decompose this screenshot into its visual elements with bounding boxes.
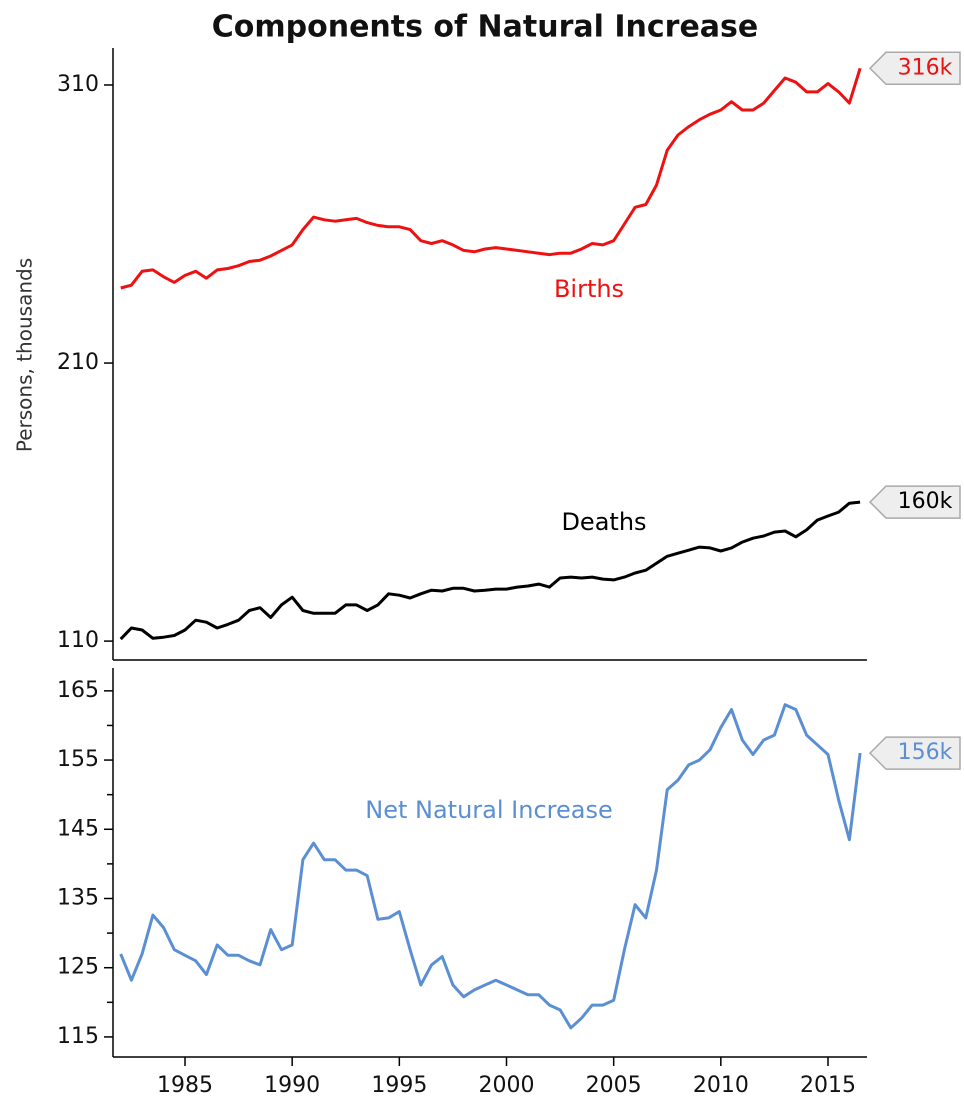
end-label: 156k [898,740,953,765]
end-callout [868,485,961,519]
series-label: Births [554,275,624,303]
chart-title: Components of Natural Increase [212,10,759,45]
y-tick-label: 135 [57,885,99,910]
y-tick-label: 110 [57,628,99,653]
series-line [119,500,861,641]
x-tick-label: 1995 [371,1073,427,1098]
y-tick-label: 125 [57,955,99,980]
x-tick-label: 2005 [586,1073,642,1098]
x-tick-label: 1990 [264,1073,320,1098]
series-label: Net Natural Increase [365,796,612,824]
end-callout [868,51,961,86]
end-callout [868,736,961,770]
y-tick-label: 155 [57,747,99,772]
y-tick-label: 115 [57,1024,99,1049]
y-axis-label: Persons, thousands [13,258,37,452]
y-tick-label: 165 [57,678,99,703]
series-line [119,703,862,1030]
x-tick-label: 2000 [479,1073,535,1098]
end-label: 316k [898,55,953,80]
y-tick-label: 310 [57,72,99,97]
y-tick-label: 145 [57,816,99,841]
x-tick-label: 2015 [800,1073,856,1098]
series-line [120,67,862,290]
end-label: 160k [898,489,953,514]
series-label: Deaths [561,508,646,536]
y-tick-label: 210 [57,350,99,375]
x-tick-label: 2010 [693,1073,749,1098]
x-tick-label: 1985 [157,1073,213,1098]
